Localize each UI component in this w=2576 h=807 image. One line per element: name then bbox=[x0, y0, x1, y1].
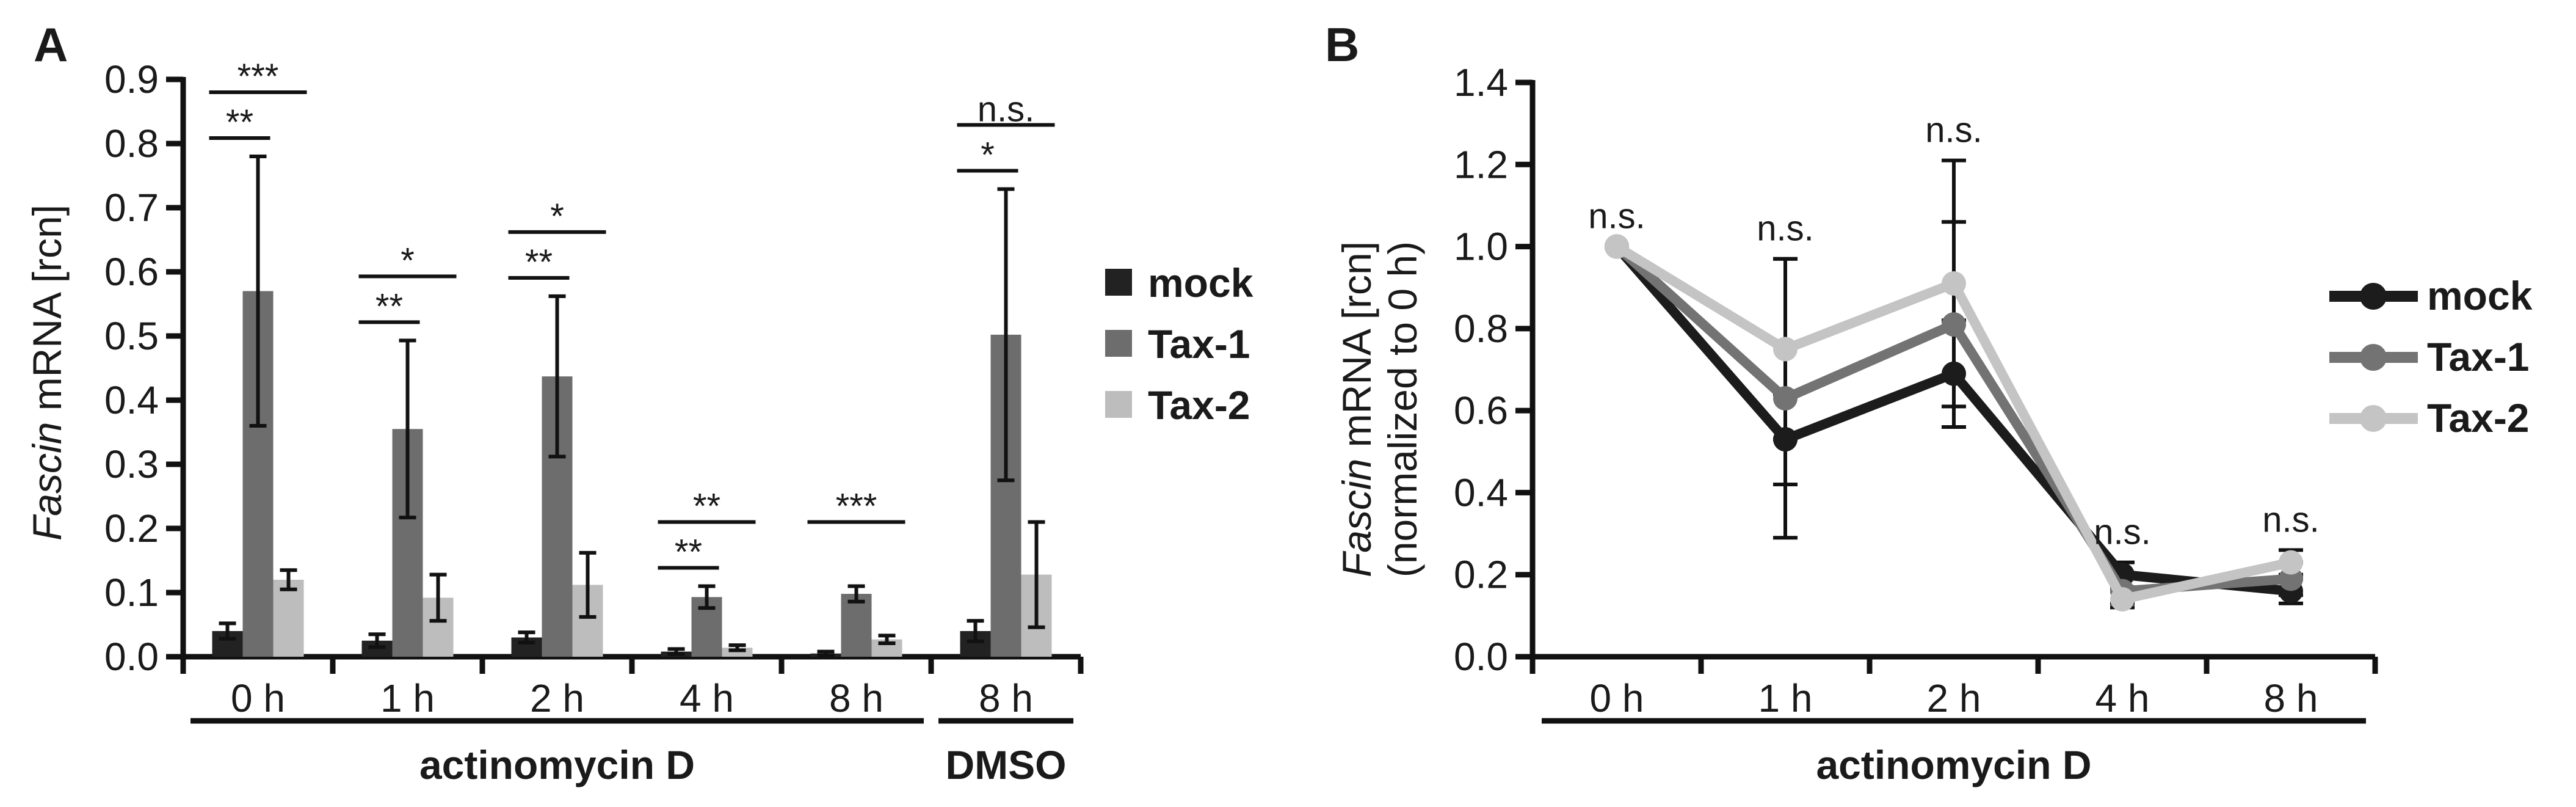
panel-b-x-tick-label: 2 h bbox=[1927, 676, 1981, 720]
panel-a-y-tick-label: 0.0 bbox=[104, 635, 159, 679]
panel-a-group-label: DMSO bbox=[946, 742, 1067, 787]
legend-marker-mock bbox=[2360, 283, 2387, 310]
significance-label-lower: * bbox=[981, 136, 995, 175]
panel-a-y-tick-label: 0.7 bbox=[104, 186, 159, 230]
panel-a-y-tick-label: 0.9 bbox=[104, 57, 159, 101]
legend-label-tax-2: Tax-2 bbox=[2427, 395, 2530, 440]
panel-b-y-tick-label: 0.0 bbox=[1454, 635, 1508, 679]
significance-label-upper: *** bbox=[238, 57, 279, 97]
significance-label-lower: ** bbox=[376, 287, 403, 326]
panel-a-axes: 0.0 0.1 0.2 0.3 0.4 0.5 0.6 0.7 0.8 0.9 0 h 1 h 2 h 4… bbox=[104, 57, 1084, 787]
panel-b-group-label: actinomycin D bbox=[1816, 742, 2091, 787]
significance-annotation: n.s. bbox=[2094, 513, 2151, 552]
significance-label-upper: n.s. bbox=[978, 90, 1035, 130]
panel-b-y-axis-title: Fascin mRNA [rcn] bbox=[1334, 241, 1379, 577]
panel-a-x-tick-label: 2 h bbox=[530, 676, 584, 720]
significance-label-lower: ** bbox=[675, 533, 702, 572]
significance-label-upper: *** bbox=[836, 487, 877, 527]
significance-label-upper: * bbox=[550, 197, 564, 236]
legend-label-mock: mock bbox=[1148, 260, 1254, 305]
data-point-tax-2 bbox=[1605, 234, 1629, 259]
legend-label-tax-1: Tax-1 bbox=[2427, 334, 2530, 379]
significance-annotation: n.s. bbox=[2262, 500, 2320, 539]
bar-tax-2 bbox=[273, 580, 304, 657]
panel-b-y-tick-label: 1.4 bbox=[1454, 60, 1508, 104]
legend-swatch-mock bbox=[1105, 269, 1132, 296]
panel-b-x-tick-label: 1 h bbox=[1758, 676, 1813, 720]
data-point-tax-2 bbox=[1942, 271, 1966, 296]
panel-b-y-tick-label: 0.2 bbox=[1454, 553, 1508, 597]
panel-a-letter: A bbox=[34, 18, 68, 71]
panel-a-y-axis-title-rest: mRNA [rcn] bbox=[24, 205, 70, 422]
panel-a-bars bbox=[212, 155, 1052, 657]
panel-a-y-tick-label: 0.8 bbox=[104, 122, 159, 166]
panel-b-axes: 0.0 0.2 0.4 0.6 0.8 1.0 1.2 1.4 0 h 1 h 2 h 4 h 8 h a… bbox=[1454, 60, 2378, 787]
panel-a-y-axis-title-italic: Fascin bbox=[24, 422, 70, 541]
significance-label-upper: * bbox=[401, 241, 415, 280]
panel-a-y-tick-label: 0.5 bbox=[104, 314, 159, 358]
panel-b-y-tick-label: 1.2 bbox=[1454, 142, 1508, 186]
legend-marker-tax-2 bbox=[2360, 405, 2387, 432]
panel-a-significance: ******** ******* ****n.s. bbox=[209, 57, 1055, 572]
panel-b-x-tick-label: 0 h bbox=[1590, 676, 1644, 720]
panel-a-x-tick-label: 0 h bbox=[231, 676, 285, 720]
panel-b-legend: mock Tax-1 Tax-2 bbox=[2329, 273, 2533, 440]
panel-a-x-tick-label: 1 h bbox=[380, 676, 435, 720]
panel-b-y-tick-label: 0.4 bbox=[1454, 470, 1508, 514]
data-point-tax-2 bbox=[2110, 587, 2135, 612]
significance-label-lower: ** bbox=[525, 243, 553, 282]
panel-a-y-tick-label: 0.4 bbox=[104, 378, 159, 422]
panel-a-group-label: actinomycin D bbox=[419, 742, 695, 787]
panel-b-x-tick-label: 4 h bbox=[2095, 676, 2150, 720]
panel-a-y-tick-label: 0.3 bbox=[104, 442, 159, 486]
panel-a-x-tick-label: 8 h bbox=[829, 676, 883, 720]
data-point-tax-1 bbox=[1942, 312, 1966, 337]
significance-label-upper: ** bbox=[693, 487, 720, 527]
legend-label-tax-1: Tax-1 bbox=[1148, 321, 1250, 367]
significance-annotation: n.s. bbox=[1757, 209, 1814, 249]
panel-b-y-axis-title-rest: mRNA [rcn] bbox=[1334, 241, 1379, 459]
panel-a: A Fascin mRNA [rcn] 0.00.10.20.30.40.50.… bbox=[24, 18, 1254, 787]
data-point-tax-1 bbox=[1773, 386, 1798, 411]
panel-b: B Fascin mRNA [rcn] (normalized to 0 h) … bbox=[1325, 18, 2533, 787]
panel-b-y-tick-label: 0.6 bbox=[1454, 389, 1508, 433]
bar-tax-1 bbox=[841, 594, 872, 657]
data-point-mock bbox=[1773, 427, 1798, 452]
panel-a-legend: mock Tax-1 Tax-2 bbox=[1105, 260, 1254, 428]
significance-label-lower: ** bbox=[226, 103, 253, 142]
legend-swatch-tax-1 bbox=[1105, 330, 1132, 357]
panel-a-y-tick-label: 0.1 bbox=[104, 571, 159, 615]
panel-a-x-tick-label: 8 h bbox=[979, 676, 1033, 720]
data-point-mock bbox=[1942, 361, 1966, 386]
data-point-tax-2 bbox=[2279, 550, 2303, 575]
panel-b-y-tick-label: 0.8 bbox=[1454, 307, 1508, 351]
panel-a-x-tick-label: 4 h bbox=[680, 676, 734, 720]
panel-b-y-axis-title-line2: (normalized to 0 h) bbox=[1380, 241, 1425, 577]
panel-a-y-tick-label: 0.6 bbox=[104, 250, 159, 294]
panel-b-lines: n.s. n.s. n.s. n.s. n.s. bbox=[1588, 111, 2320, 612]
panel-b-y-tick-label: 1.0 bbox=[1454, 225, 1508, 269]
significance-annotation: n.s. bbox=[1588, 197, 1645, 236]
legend-label-mock: mock bbox=[2427, 273, 2533, 318]
panel-b-x-tick-label: 8 h bbox=[2264, 676, 2318, 720]
data-point-tax-2 bbox=[1773, 337, 1798, 362]
panel-b-y-axis-title-italic: Fascin bbox=[1334, 459, 1379, 577]
panel-a-y-tick-label: 0.2 bbox=[104, 506, 159, 550]
legend-marker-tax-1 bbox=[2360, 344, 2387, 371]
significance-annotation: n.s. bbox=[1925, 111, 1983, 150]
legend-label-tax-2: Tax-2 bbox=[1148, 382, 1250, 428]
panel-b-letter: B bbox=[1325, 18, 1359, 71]
panel-a-y-axis-title: Fascin mRNA [rcn] bbox=[24, 205, 70, 541]
legend-swatch-tax-2 bbox=[1105, 391, 1132, 418]
